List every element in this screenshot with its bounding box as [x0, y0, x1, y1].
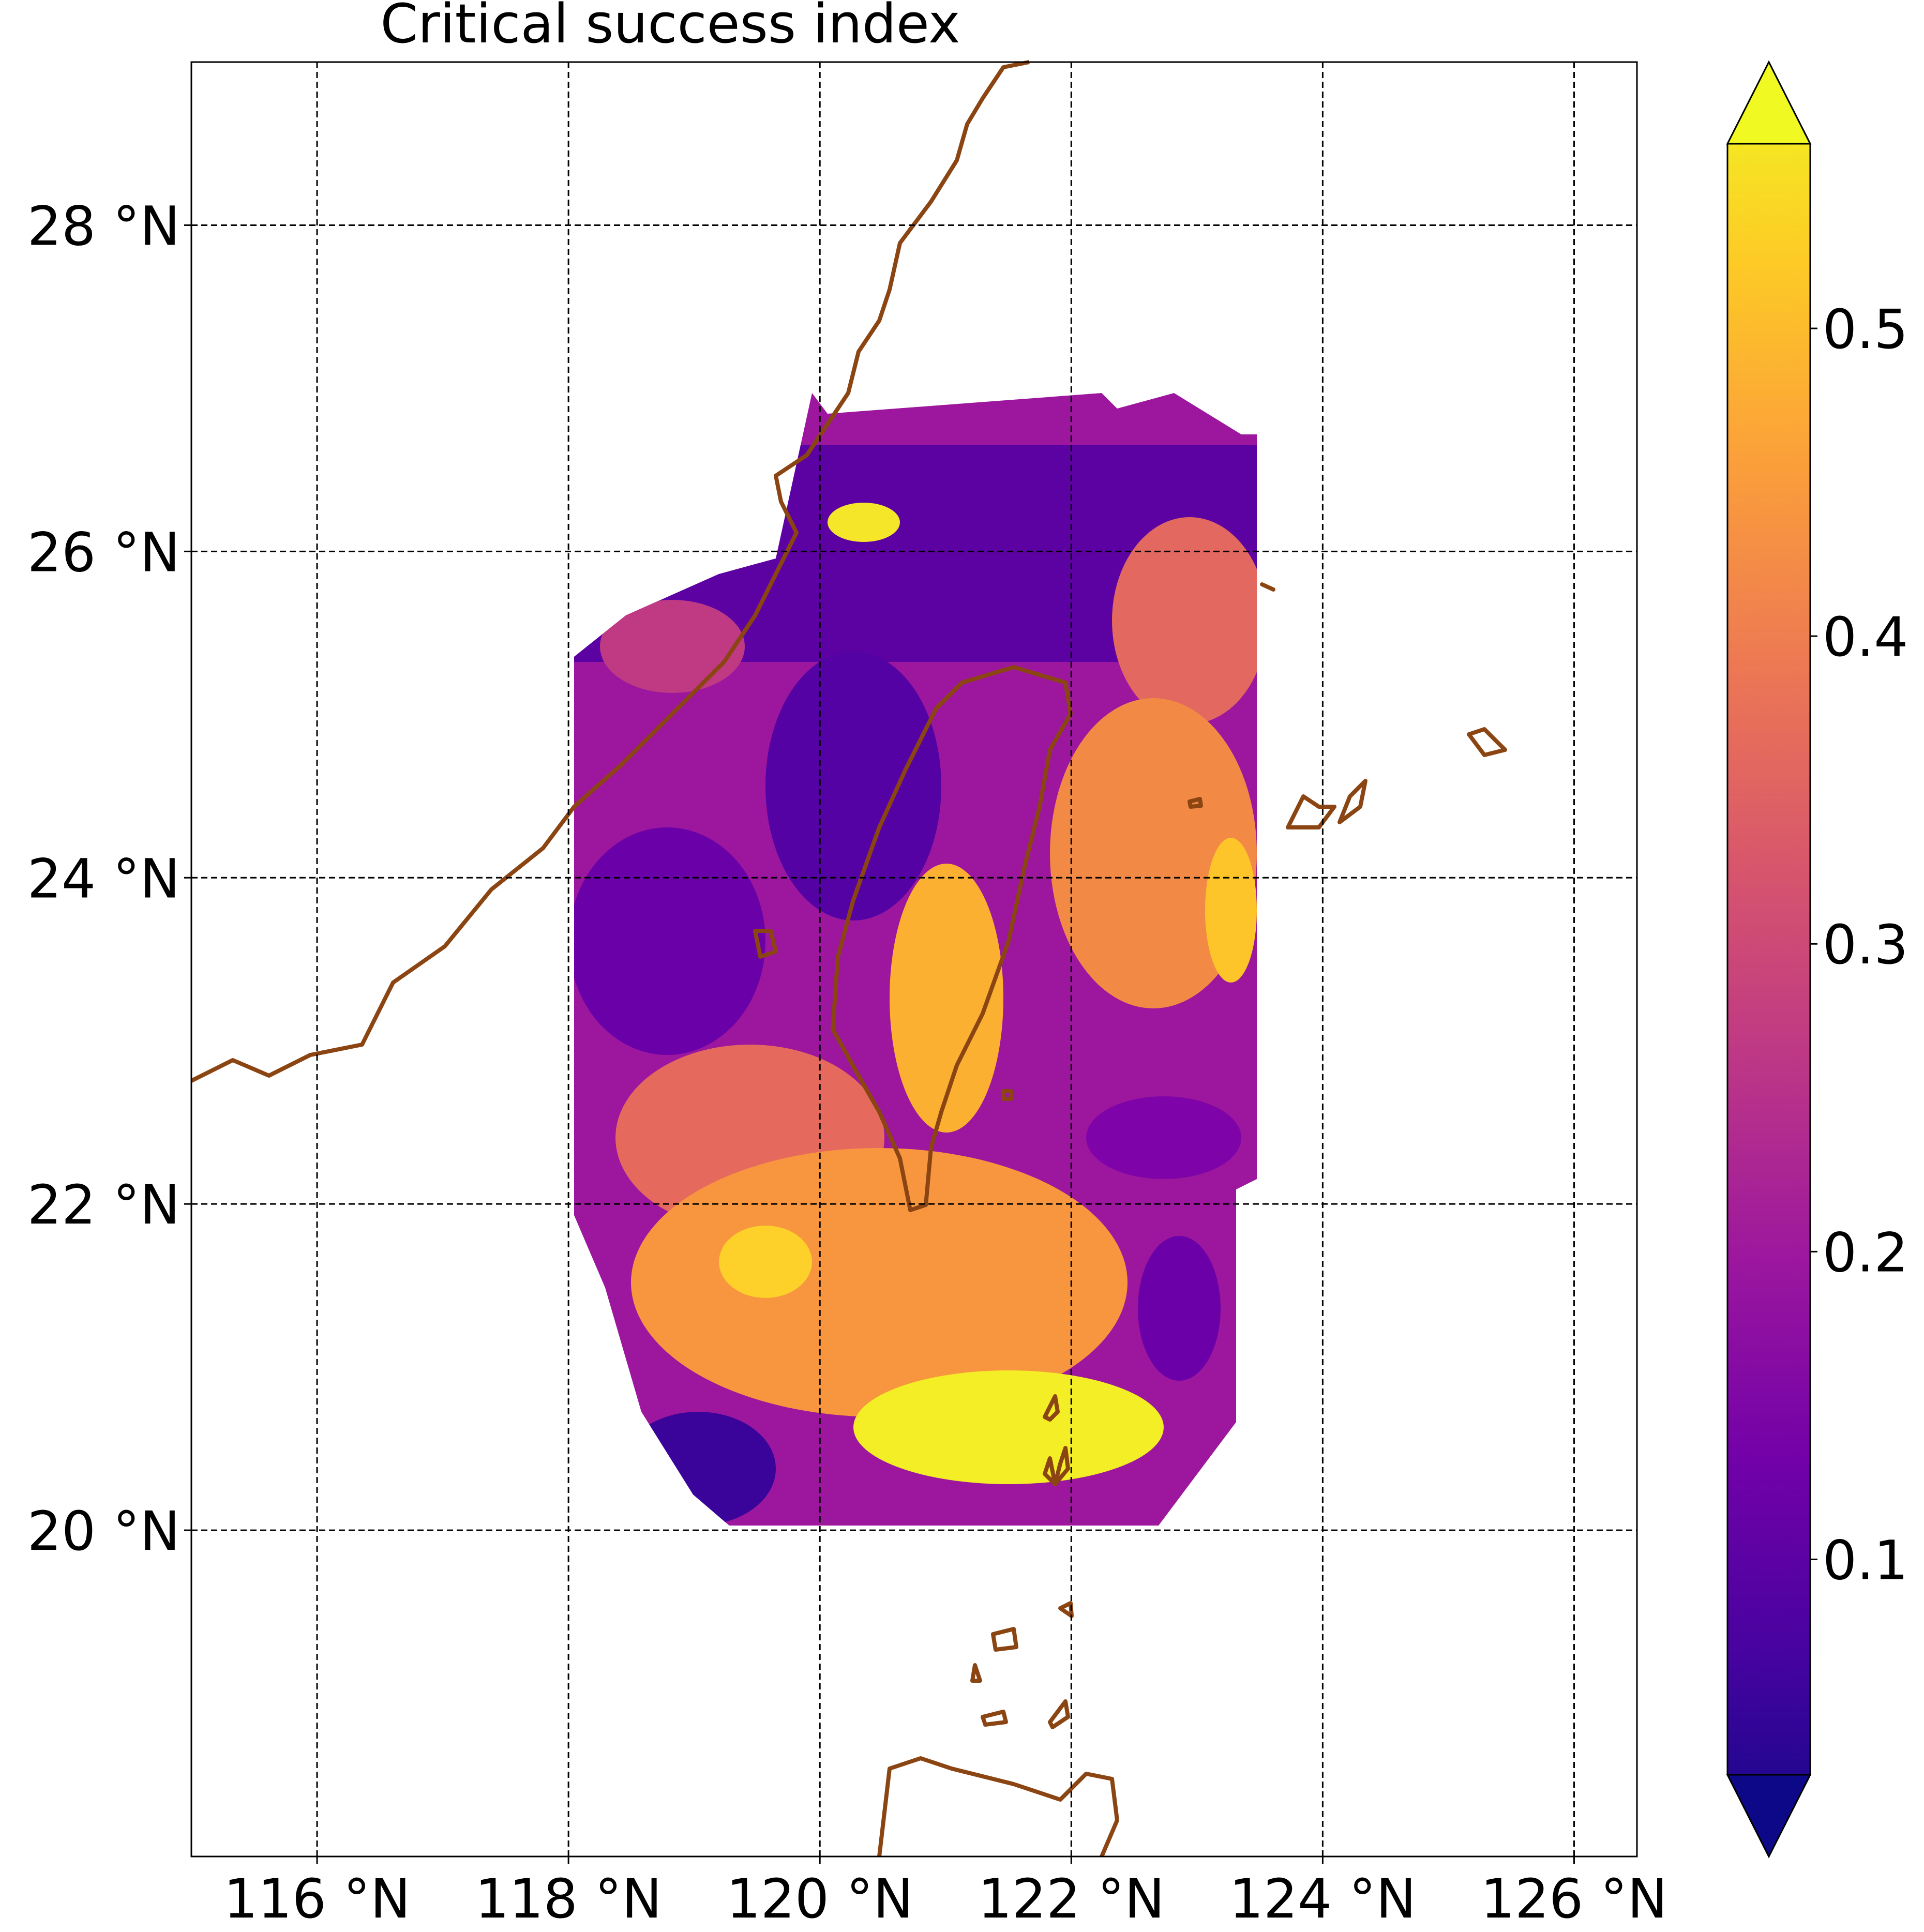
- latitude-tick-labels: 20 °N 22 °N 24 °N 26 °N 28 °N: [27, 194, 191, 1563]
- lat-tick-label: 26 °N: [27, 521, 180, 584]
- field-southeast-cool: [1086, 1096, 1241, 1179]
- longitude-tick-labels: 116 °N 118 °N 120 °N 122 °N 124 °N 126 °N: [223, 1856, 1667, 1930]
- lon-tick-label: 124 °N: [1229, 1867, 1416, 1930]
- lon-tick-label: 118 °N: [475, 1867, 662, 1930]
- field-west-cool: [569, 827, 765, 1055]
- field-northeast-warm: [1112, 517, 1267, 724]
- colorbar-tick-label: 0.1: [1823, 1529, 1908, 1592]
- colorbar-tick-label: 0.3: [1823, 913, 1908, 976]
- colorbar: 0.1 0.2 0.3 0.4 0.5: [1727, 62, 1908, 1856]
- lat-tick-label: 20 °N: [27, 1500, 180, 1563]
- lon-tick-label: 120 °N: [727, 1867, 913, 1930]
- colorbar-tick-label: 0.2: [1823, 1221, 1908, 1284]
- colorbar-tick-label: 0.4: [1823, 606, 1908, 669]
- field-east-edge-yellow: [1205, 838, 1257, 983]
- colorbar-tick-label: 0.5: [1823, 298, 1908, 361]
- map-title: Critical success index: [380, 0, 960, 55]
- lon-tick-label: 126 °N: [1481, 1867, 1667, 1930]
- lat-tick-label: 22 °N: [27, 1173, 180, 1236]
- lon-tick-label: 122 °N: [978, 1867, 1165, 1930]
- colorbar-extend-top: [1727, 62, 1810, 144]
- field-strait-cool: [765, 652, 941, 920]
- field-hotspot-north: [828, 503, 900, 542]
- lat-tick-label: 24 °N: [27, 847, 180, 910]
- colorbar-ticks: 0.1 0.2 0.3 0.4 0.5: [1810, 298, 1908, 1592]
- field-south-yellow: [719, 1226, 812, 1298]
- field-hotspot-south: [853, 1370, 1164, 1484]
- colorbar-extend-bottom: [1727, 1775, 1810, 1856]
- lat-tick-label: 28 °N: [27, 194, 180, 258]
- field-southeast-corner-cool: [1138, 1236, 1221, 1381]
- colorbar-body: [1727, 62, 1810, 1856]
- map-plot-area: [191, 62, 1637, 1856]
- lon-tick-label: 116 °N: [223, 1867, 410, 1930]
